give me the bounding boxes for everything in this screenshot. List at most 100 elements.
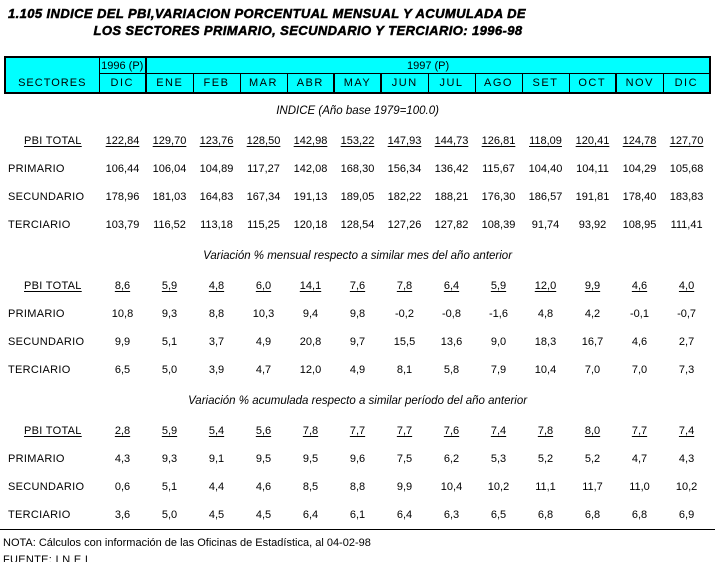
value-cell: 93,92 [578, 219, 607, 231]
row-label-terciario: TERCIARIO [8, 364, 71, 376]
value-cell: 0,6 [114, 481, 131, 493]
value-cell: 7,3 [678, 364, 695, 376]
footer-divider [0, 529, 715, 530]
value-cell: 9,5 [255, 453, 272, 465]
month-header-nov: NOV [615, 73, 664, 94]
value-cell: 178,40 [622, 191, 657, 203]
value-cell: 9,0 [490, 336, 507, 348]
value-cell: -0,2 [395, 308, 414, 320]
value-cell: 10,3 [252, 308, 275, 320]
value-cell: 5,9 [161, 280, 178, 292]
value-cell: 6,4 [443, 280, 460, 292]
value-cell: 6,2 [443, 453, 460, 465]
row-label-secundario: SECUNDARIO [8, 191, 85, 203]
value-cell: 10,4 [440, 481, 463, 493]
value-cell: 4,3 [678, 453, 695, 465]
value-cell: -0,1 [630, 308, 649, 320]
table-body: INDICE (Año base 1979=100.0) PBI TOTAL 122… [5, 93, 710, 529]
value-cell: 18,3 [534, 336, 557, 348]
row-label-secundario: SECUNDARIO [8, 481, 85, 493]
value-cell: 10,4 [534, 364, 557, 376]
value-cell: 9,5 [302, 453, 319, 465]
value-cell: 128,54 [340, 219, 375, 231]
value-cell: -0,7 [677, 308, 697, 320]
value-cell: 4,0 [678, 280, 695, 292]
value-cell: 9,9 [396, 481, 413, 493]
value-cell: 104,40 [528, 163, 563, 175]
month-header-jul: JUL [427, 73, 476, 94]
value-cell: 3,6 [114, 509, 131, 521]
value-cell: 6,8 [584, 509, 601, 521]
value-cell: 11,7 [582, 481, 603, 493]
value-cell: 4,2 [584, 308, 601, 320]
value-cell: 6,9 [678, 509, 695, 521]
month-header-dic: DIC [662, 73, 711, 94]
value-cell: 122,84 [105, 135, 140, 147]
value-cell: 106,04 [152, 163, 187, 175]
value-cell: 178,96 [105, 191, 140, 203]
value-cell: 5,4 [208, 425, 225, 437]
value-cell: 115,67 [482, 163, 515, 175]
value-cell: 7,5 [396, 453, 413, 465]
value-cell: 191,13 [293, 191, 328, 203]
value-cell: 176,30 [481, 191, 516, 203]
row-label-pbi-total: PBI TOTAL [24, 425, 82, 437]
value-cell: 6,8 [631, 509, 648, 521]
value-cell: 5,1 [161, 481, 178, 493]
value-cell: 113,18 [200, 219, 233, 231]
value-cell: 116,52 [153, 219, 186, 231]
value-cell: 5,9 [161, 425, 178, 437]
report-title: 1.105 INDICE DEL PBI,VARIACION PORCENTUA… [8, 5, 608, 39]
value-cell: 147,93 [387, 135, 422, 147]
value-cell: 10,2 [675, 481, 698, 493]
value-cell: 124,78 [622, 135, 657, 147]
value-cell: 4,7 [255, 364, 272, 376]
table-row: TERCIARIO 103,79 116,52 113,18 115,25 120,18 1… [5, 211, 710, 239]
value-cell: 5,0 [161, 509, 178, 521]
value-cell: 4,7 [631, 453, 648, 465]
value-cell: 9,7 [349, 336, 366, 348]
value-cell: 8,8 [349, 481, 366, 493]
value-cell: 7,8 [396, 280, 413, 292]
month-header-oct: OCT [568, 73, 617, 94]
value-cell: 20,8 [299, 336, 322, 348]
month-header-feb: FEB [192, 73, 241, 94]
value-cell: 10,2 [487, 481, 510, 493]
value-cell: 2,8 [114, 425, 131, 437]
value-cell: 7,0 [631, 364, 648, 376]
table-row: PBI TOTAL 122,84 129,70 123,76 128,50 142,98 1… [5, 127, 710, 155]
value-cell: 108,39 [481, 219, 516, 231]
value-cell: 182,22 [387, 191, 422, 203]
row-label-primario: PRIMARIO [8, 308, 65, 320]
value-cell: 4,8 [208, 280, 225, 292]
value-cell: 118,09 [529, 135, 562, 147]
section-title-row: Variación % acumulada respecto a similar… [5, 384, 710, 417]
value-cell: 12,0 [299, 364, 322, 376]
table-row: PRIMARIO 4,3 9,3 9,1 9,5 9,5 9,6 7,5 6,2 5,3 5,2 5,… [5, 445, 710, 473]
month-header-row: DIC ENE FEB MAR ABR MAY JUN JUL AGO SET OCT NOV DIC [5, 73, 711, 94]
value-cell: 4,8 [537, 308, 554, 320]
value-cell: 9,9 [584, 280, 601, 292]
value-cell: 127,82 [434, 219, 469, 231]
value-cell: 5,3 [490, 453, 507, 465]
value-cell: 4,5 [255, 509, 272, 521]
value-cell: 4,5 [208, 509, 225, 521]
value-cell: 15,5 [393, 336, 416, 348]
value-cell: 142,08 [293, 163, 328, 175]
value-cell: 108,95 [622, 219, 657, 231]
value-cell: 6,1 [349, 509, 366, 521]
value-cell: 103,79 [105, 219, 140, 231]
value-cell: 4,9 [349, 364, 366, 376]
value-cell: 6,3 [443, 509, 460, 521]
table-row: PBI TOTAL 8,6 5,9 4,8 6,0 14,1 7,6 7,8 6,4 5,9 12,… [5, 272, 710, 300]
sectors-header-cell: SECTORES [4, 56, 100, 94]
report-title-line1: 1.105 INDICE DEL PBI,VARIACION PORCENTUA… [8, 6, 526, 22]
section-title: Variación % mensual respecto a similar m… [203, 249, 513, 262]
value-cell: 8,0 [584, 425, 601, 437]
value-cell: -0,8 [442, 308, 461, 320]
value-cell: 189,05 [340, 191, 375, 203]
value-cell: 6,5 [114, 364, 131, 376]
value-cell: 5,6 [255, 425, 272, 437]
value-cell: 136,42 [434, 163, 469, 175]
value-cell: 11,1 [535, 481, 556, 493]
